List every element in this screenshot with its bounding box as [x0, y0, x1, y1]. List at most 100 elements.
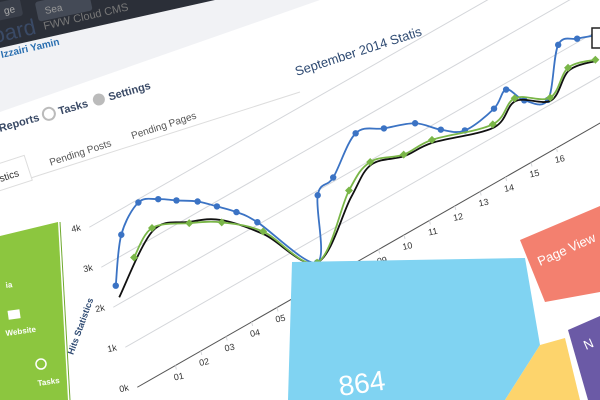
data-point [554, 41, 562, 49]
x-tick-label: 13 [478, 197, 490, 209]
settings-icon [92, 93, 105, 106]
x-tick-label: 14 [503, 182, 515, 194]
data-point [194, 198, 201, 205]
data-point [399, 150, 408, 159]
data-point [380, 125, 388, 132]
data-point [591, 55, 600, 64]
data-point [254, 219, 261, 226]
data-point [488, 120, 497, 129]
data-point [233, 208, 240, 216]
grid-line [89, 0, 489, 228]
nav-dropdown[interactable]: ge [0, 0, 23, 22]
x-tick-label: 10 [401, 240, 413, 252]
data-point [437, 126, 445, 133]
x-tick-label: 03 [224, 342, 236, 354]
y-tick-label: 0k [118, 382, 130, 394]
dropdown-box [0, 0, 23, 22]
sidebar-item[interactable]: ia [5, 280, 13, 290]
x-tick [251, 321, 254, 327]
tab[interactable]: Pending Posts [48, 138, 113, 168]
data-point [411, 120, 419, 127]
data-point [173, 197, 180, 204]
x-tick-label: 12 [452, 211, 464, 223]
search-field [35, 0, 93, 22]
tab[interactable]: Pending Pages [130, 111, 198, 142]
count-value: 864 [337, 365, 388, 400]
x-tick [555, 147, 558, 153]
x-tick-label: 11 [427, 226, 438, 238]
data-point [502, 86, 510, 93]
tab-line [0, 91, 301, 189]
x-tick [378, 249, 381, 254]
sidebar-edge [59, 221, 71, 400]
x-tick-label: 05 [274, 313, 286, 325]
active-tab [0, 154, 33, 203]
data-point [259, 227, 268, 236]
data-point [148, 224, 156, 232]
data-point [155, 195, 162, 203]
tasks-icon [41, 106, 56, 121]
x-tick-label: 02 [198, 356, 210, 368]
data-point [135, 199, 142, 206]
series-line [114, 34, 595, 286]
x-tick [225, 336, 228, 341]
yellow-tile [505, 338, 580, 400]
data-point [564, 63, 573, 72]
x-tick [428, 220, 431, 225]
data-point [130, 253, 139, 262]
tasks-icon [35, 358, 47, 370]
y-tick-label: 3k [82, 262, 94, 274]
data-point [185, 219, 194, 228]
y-axis-title: Hits Statistics [66, 297, 96, 356]
data-point [314, 192, 321, 199]
data-point [427, 135, 436, 144]
data-point [366, 158, 375, 166]
chart-title: September 2014 Statis [293, 24, 424, 79]
link-tasks[interactable]: Tasks [57, 98, 90, 118]
data-point [352, 130, 359, 137]
x-tick [505, 176, 508, 182]
dropdown-label: ge [3, 4, 17, 17]
page-views-tile [520, 206, 600, 302]
series-line [118, 60, 597, 298]
data-point [118, 231, 125, 238]
data-point [573, 35, 581, 42]
data-point [217, 218, 226, 227]
x-tick-label: 04 [249, 327, 261, 339]
sidebar-item[interactable]: Website [5, 325, 37, 338]
x-tick [403, 234, 406, 240]
count-tile [288, 258, 540, 400]
grid-line [113, 31, 597, 308]
data-point [112, 282, 119, 289]
sidebar [0, 222, 68, 400]
x-tick-label: 15 [528, 168, 540, 180]
data-point [490, 105, 498, 112]
search-placeholder: Sea [44, 3, 64, 18]
link-settings[interactable]: Settings [107, 80, 152, 103]
x-tick [454, 205, 457, 211]
x-tick-label: 01 [173, 371, 185, 383]
purple-tile [568, 316, 600, 400]
sidebar-item[interactable]: Tasks [37, 376, 61, 388]
link-reports[interactable]: Reports [0, 112, 41, 135]
data-point [213, 203, 221, 210]
x-tick [479, 191, 482, 196]
y-tick-label: 1k [106, 342, 118, 354]
x-tick [530, 162, 533, 167]
grid-line [125, 75, 600, 348]
corner-box [591, 27, 600, 49]
search-box[interactable]: Sea [35, 0, 93, 22]
data-point [330, 174, 337, 181]
y-tick-label: 4k [70, 222, 82, 234]
y-tick-label: 2k [94, 302, 106, 314]
x-tick-label: 16 [554, 153, 566, 165]
x-tick [174, 365, 177, 370]
data-point [546, 93, 555, 102]
header-band [0, 0, 320, 112]
data-point [345, 186, 353, 195]
website-icon [7, 309, 21, 320]
x-tick [276, 307, 279, 312]
data-point [510, 94, 519, 103]
